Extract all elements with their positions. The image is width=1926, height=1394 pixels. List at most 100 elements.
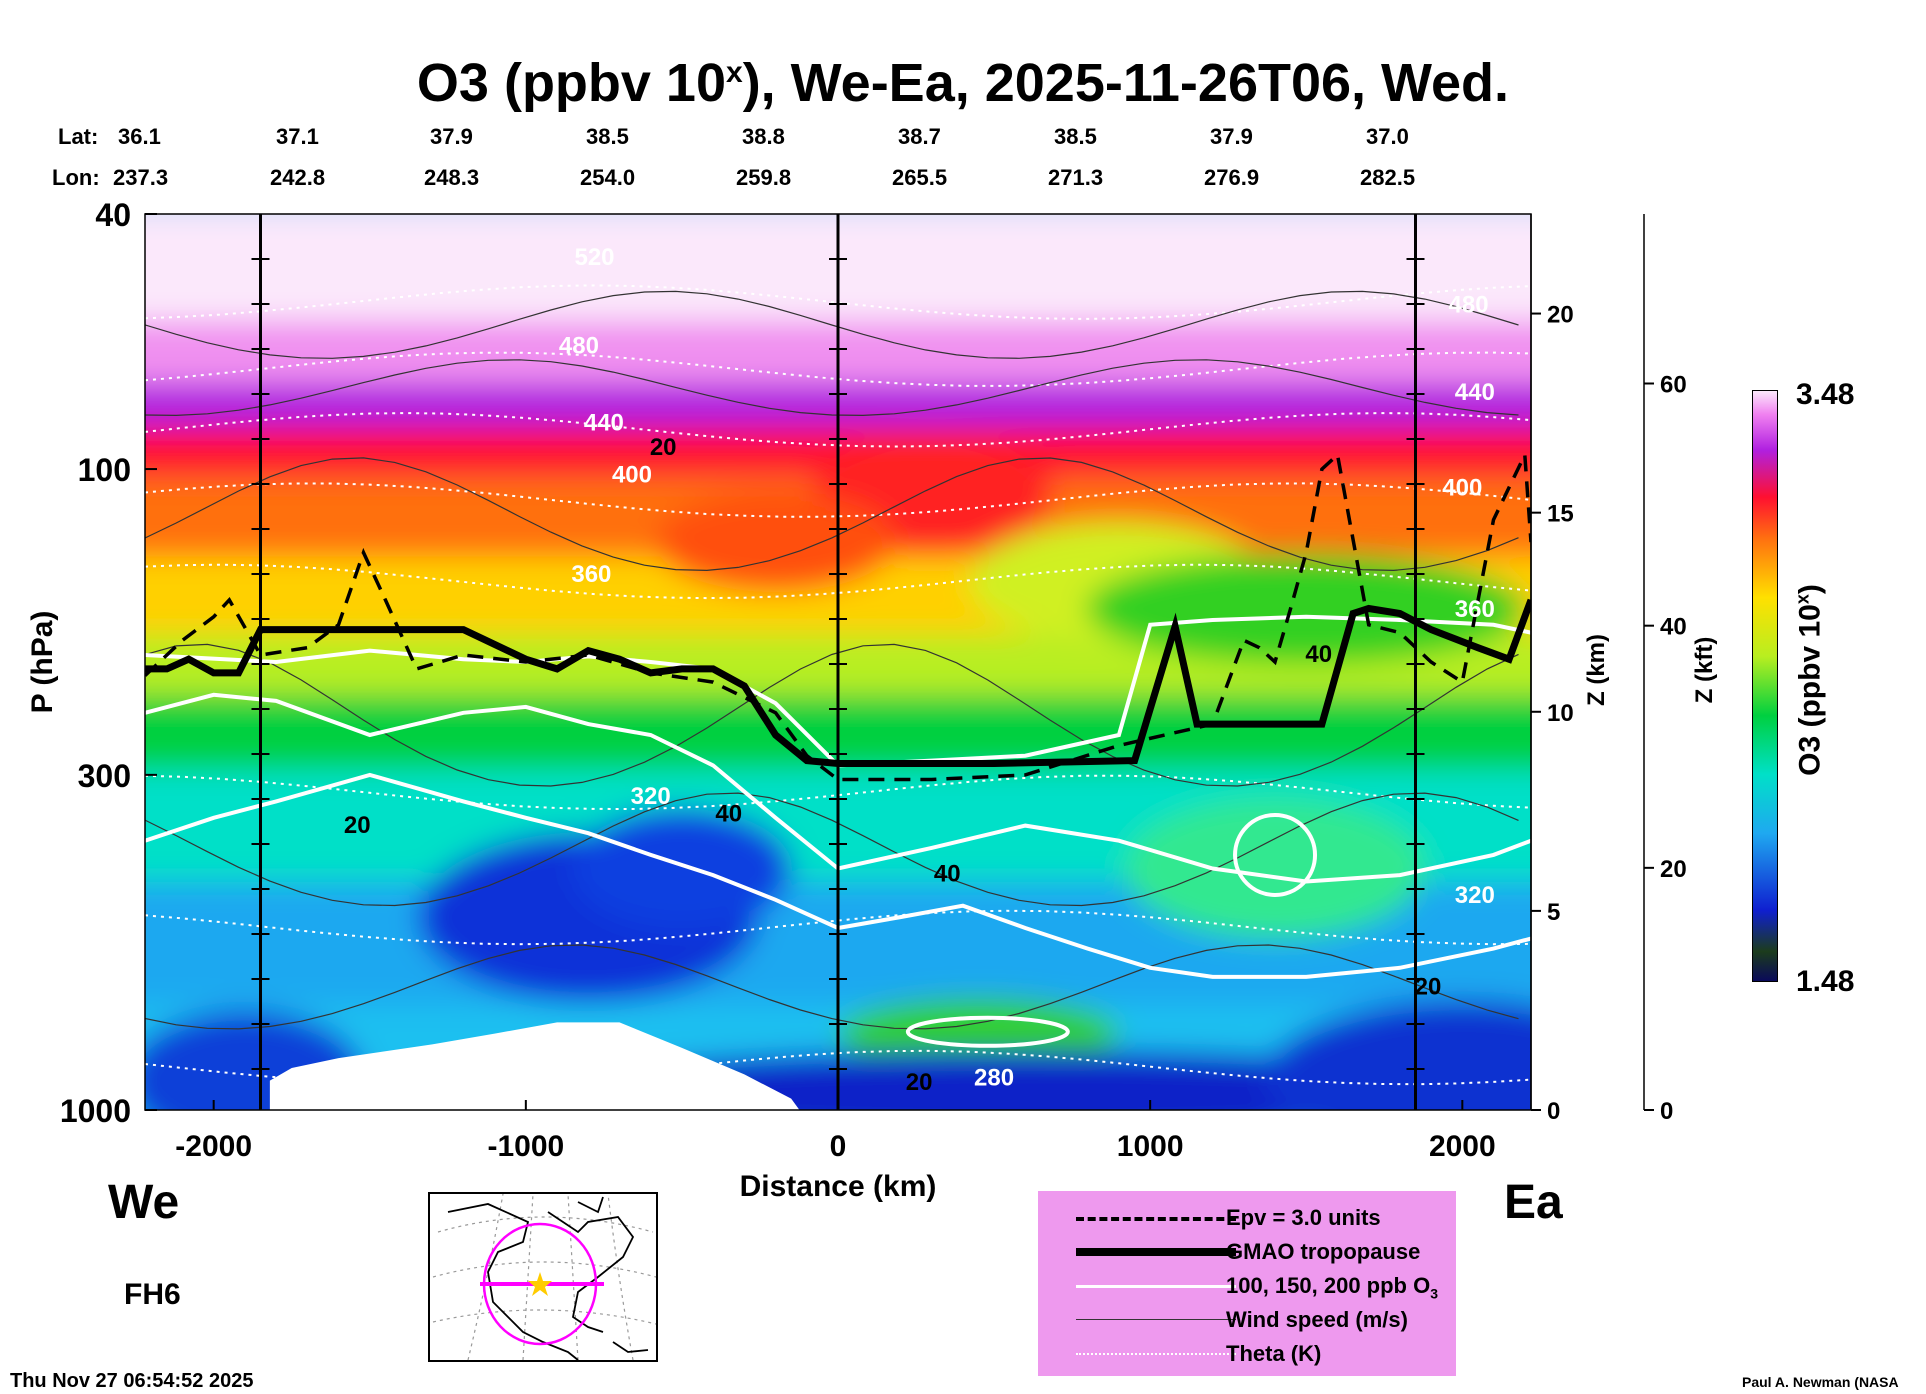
lat-label: Lat: <box>58 124 99 149</box>
forecast-hour: FH6 <box>124 1278 181 1311</box>
lat-value: 38.8 <box>742 124 785 149</box>
field-blob <box>571 808 792 929</box>
x-tick-label: 0 <box>830 1130 847 1163</box>
zkm-tick-label: 5 <box>1547 899 1560 926</box>
lat-value: 37.9 <box>430 124 473 149</box>
field-band <box>145 694 1531 781</box>
theta-contour-label: 520 <box>574 244 614 271</box>
legend-swatch <box>1076 1217 1236 1221</box>
theta-contour-label: 400 <box>612 462 652 489</box>
lat-value: 37.0 <box>1366 124 1409 149</box>
zkft-tick-label: 40 <box>1660 614 1687 641</box>
wind-contour <box>145 359 1519 417</box>
wind-contour <box>145 290 1519 359</box>
colorbar-min: 1.48 <box>1796 965 1855 998</box>
theta-contour <box>145 351 1531 387</box>
theta-contour-label: 360 <box>1455 596 1495 623</box>
y-tick-label: 1000 <box>60 1093 131 1129</box>
theta-contour-label: 480 <box>1449 292 1489 319</box>
legend-label: Epv = 3.0 units <box>1226 1205 1381 1230</box>
zkft-axis-label: Z (kft) <box>1691 637 1718 704</box>
terrain-mask <box>269 1022 800 1110</box>
map-center-star-icon <box>528 1272 552 1296</box>
theta-contour <box>145 909 1531 946</box>
lon-value: 259.8 <box>736 165 792 190</box>
map-frame <box>428 1192 658 1362</box>
legend-swatch <box>1076 1319 1236 1320</box>
wind-contour-label: 40 <box>1305 641 1332 668</box>
field-band <box>145 214 1531 333</box>
x-tick-label: -1000 <box>487 1130 564 1163</box>
theta-contour-label: 440 <box>584 409 624 436</box>
x-axis-label: Distance (km) <box>740 1170 937 1203</box>
wind-contour-label: 40 <box>715 801 742 828</box>
zkm-axis-label: Z (km) <box>1583 634 1610 706</box>
legend-swatch <box>1076 1248 1236 1256</box>
legend-label: Wind speed (m/s) <box>1226 1307 1408 1332</box>
y-tick-label: 100 <box>78 452 131 488</box>
legend-swatch <box>1076 1353 1236 1355</box>
colorbar-max: 3.48 <box>1796 378 1855 411</box>
lat-value: 38.5 <box>586 124 629 149</box>
wind-contour <box>145 944 1519 1030</box>
credit: Paul A. Newman (NASA <box>1742 1374 1899 1390</box>
ozone-contour-loop <box>1233 812 1318 897</box>
lon-value: 271.3 <box>1048 165 1104 190</box>
west-label: We <box>108 1176 180 1229</box>
wind-contour <box>145 457 1519 572</box>
legend-label: 100, 150, 200 ppb O3 <box>1226 1273 1439 1302</box>
map-graticule <box>432 1193 657 1361</box>
lat-value: 37.9 <box>1210 124 1253 149</box>
zkft-tick-label: 20 <box>1660 856 1687 883</box>
wind-contour-label: 20 <box>906 1069 933 1096</box>
zkm-tick-label: 10 <box>1547 700 1574 727</box>
zkft-tick-label: 60 <box>1660 372 1687 399</box>
wind-contour <box>145 643 1519 787</box>
legend-item: GMAO tropopause <box>1038 1235 1456 1269</box>
legend-item: Theta (K) <box>1038 1337 1456 1371</box>
zkm-tick-label: 15 <box>1547 501 1574 528</box>
theta-contour-label: 400 <box>1442 475 1482 502</box>
wind-contour <box>145 792 1519 907</box>
lon-value: 254.0 <box>580 165 636 190</box>
chart-title: O3 (ppbv 10x), We-Ea, 2025-11-26T06, Wed… <box>416 53 1510 113</box>
legend-label: GMAO tropopause <box>1226 1239 1421 1264</box>
wind-contour-label: 20 <box>650 434 677 461</box>
wind-contour-label: 40 <box>934 860 961 887</box>
lon-value: 282.5 <box>1360 165 1416 190</box>
colorbar-title: O3 (ppbv 10x) <box>1792 584 1827 776</box>
zkft-tick-label: 0 <box>1660 1098 1673 1125</box>
lat-value: 38.7 <box>898 124 941 149</box>
wind-contour-label: 20 <box>1415 973 1442 1000</box>
legend-item: 100, 150, 200 ppb O3 <box>1038 1269 1456 1303</box>
zkm-tick-label: 20 <box>1547 302 1574 329</box>
theta-contour-label: 440 <box>1455 379 1495 406</box>
lon-value: 242.8 <box>270 165 326 190</box>
map-coastlines <box>447 1196 649 1361</box>
locator-map <box>428 1192 658 1362</box>
legend-item: Wind speed (m/s) <box>1038 1303 1456 1337</box>
theta-contour-label: 360 <box>571 561 611 588</box>
theta-contour-label: 280 <box>974 1064 1014 1091</box>
ozone-field <box>145 214 1531 1110</box>
x-tick-label: -2000 <box>175 1130 252 1163</box>
x-tick-label: 1000 <box>1117 1130 1184 1163</box>
y-axis-label: P (hPa) <box>26 611 59 714</box>
lon-value: 248.3 <box>424 165 480 190</box>
lat-value: 37.1 <box>276 124 319 149</box>
colorbar <box>1752 390 1778 982</box>
lon-value: 276.9 <box>1204 165 1260 190</box>
lon-label: Lon: <box>52 165 100 190</box>
zkm-tick-label: 0 <box>1547 1098 1560 1125</box>
lat-value: 36.1 <box>118 124 161 149</box>
legend-label: Theta (K) <box>1226 1341 1322 1366</box>
legend-item: Epv = 3.0 units <box>1038 1201 1456 1235</box>
y-tick-label: 40 <box>95 197 131 233</box>
legend-o3-subscript: 3 <box>1430 1285 1439 1302</box>
wind-contour-label: 20 <box>344 812 371 839</box>
y-tick-label: 300 <box>78 758 131 794</box>
legend: Epv = 3.0 units GMAO tropopause 100, 150, … <box>1038 1191 1456 1376</box>
lon-value: 237.3 <box>113 165 169 190</box>
east-label: Ea <box>1504 1176 1563 1229</box>
